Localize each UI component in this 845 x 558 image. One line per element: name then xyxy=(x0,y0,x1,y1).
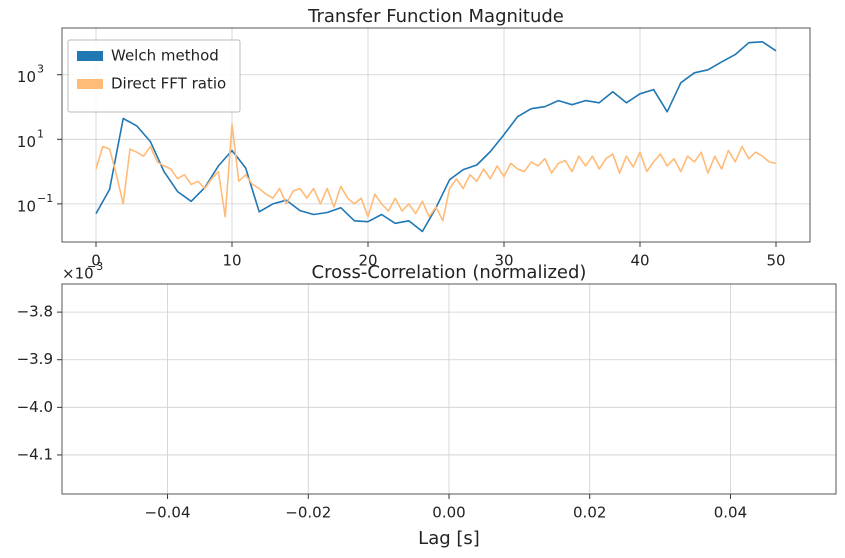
axes-frame xyxy=(61,283,837,495)
y-tick-label: −4.0 xyxy=(17,398,53,416)
x-tick-label: 50 xyxy=(766,252,785,270)
legend: Welch method Direct FFT ratio xyxy=(67,39,241,113)
x-tick-label: −0.02 xyxy=(285,504,331,522)
x-tick-label: 30 xyxy=(494,252,513,270)
x-tick-label: 20 xyxy=(358,252,377,270)
legend-label: Welch method xyxy=(111,47,219,65)
x-tick-label: 0.00 xyxy=(432,504,465,522)
x-tick-label: 10 xyxy=(222,252,241,270)
x-tick-label: 0 xyxy=(91,252,101,270)
y-tick-label: 10 xyxy=(17,133,36,151)
axes-frame xyxy=(61,27,811,243)
x-axis-label: Lag [s] xyxy=(418,528,480,549)
y-tick-label: −4.1 xyxy=(17,445,53,463)
legend-swatch xyxy=(77,79,103,89)
x-tick-label: 0.04 xyxy=(714,504,747,522)
y-tick-exponent: 3 xyxy=(37,63,44,76)
legend-swatch xyxy=(77,51,103,61)
y-tick-label: −3.8 xyxy=(17,303,53,321)
y-tick-label: −3.9 xyxy=(17,350,53,368)
chart-title: Cross-Correlation (normalized) xyxy=(312,262,587,283)
y-offset-exponent: −3 xyxy=(87,260,103,273)
x-tick-label: −0.04 xyxy=(145,504,191,522)
legend-box xyxy=(67,39,241,113)
y-tick-exponent: −1 xyxy=(37,192,53,205)
y-tick-label: 10 xyxy=(17,197,36,215)
legend-label: Direct FFT ratio xyxy=(111,75,226,93)
chart-title: Transfer Function Magnitude xyxy=(307,6,564,27)
y-tick-exponent: 1 xyxy=(37,127,44,140)
y-tick-label: 10 xyxy=(17,68,36,86)
x-tick-label: 0.02 xyxy=(573,504,606,522)
series-line xyxy=(95,123,777,222)
y-offset-text: ×10 xyxy=(62,265,94,283)
x-tick-label: 40 xyxy=(630,252,649,270)
